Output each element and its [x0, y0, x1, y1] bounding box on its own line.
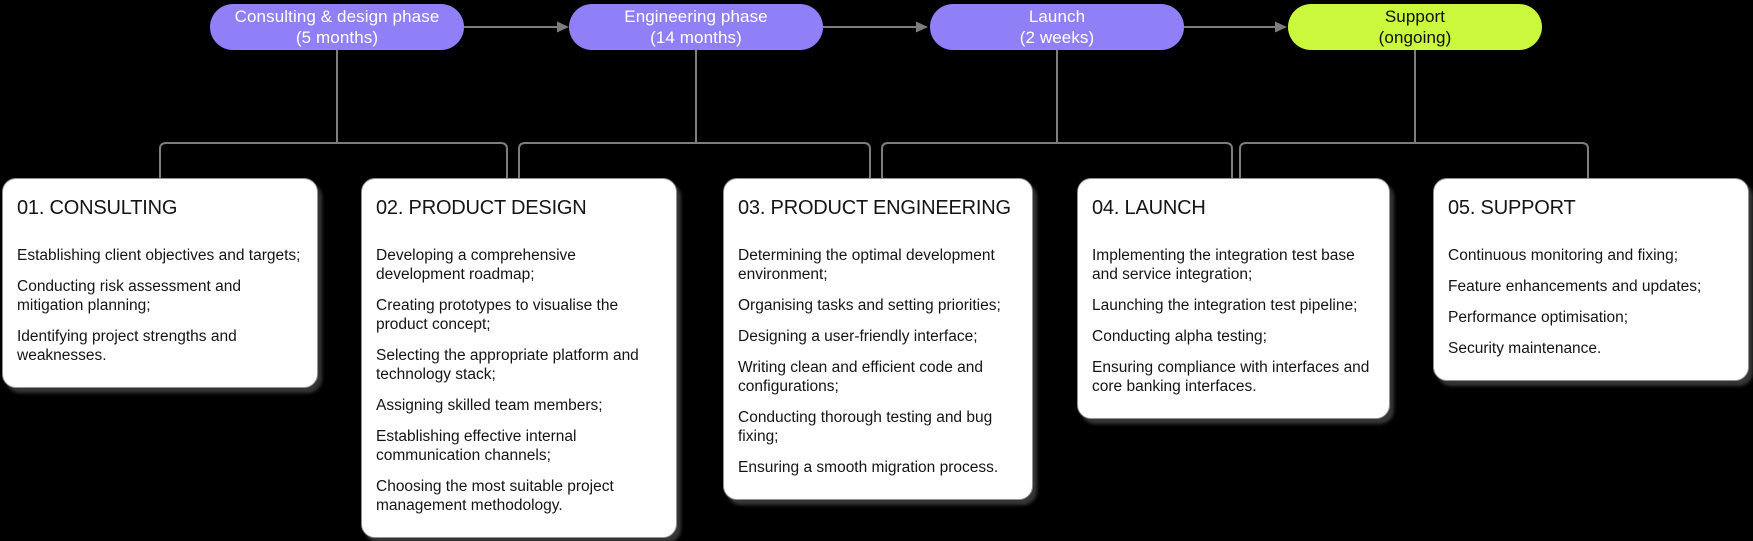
phase-label: Engineering phase (14 months) — [624, 7, 768, 47]
card-item: Assigning skilled team members; — [376, 397, 603, 414]
card-item: Conducting risk assessment and mitigatio… — [17, 278, 242, 314]
card-title: 02. PRODUCT DESIGN — [376, 197, 587, 219]
card-item: Establishing client objectives and targe… — [17, 247, 301, 264]
card-title: 04. LAUNCH — [1092, 197, 1206, 219]
card-item: Feature enhancements and updates; — [1448, 278, 1702, 295]
arrowhead-1 — [557, 21, 569, 33]
arrowhead-2 — [916, 21, 928, 33]
card-item: Continuous monitoring and fixing; — [1448, 247, 1679, 264]
card-item: Creating prototypes to visualise the pro… — [376, 297, 619, 333]
card-item: Identifying project strengths and weakne… — [17, 328, 237, 364]
card-item: Performance optimisation; — [1448, 309, 1629, 326]
card-consulting: 01. CONSULTING Establishing client objec… — [2, 178, 318, 388]
card-item: Ensuring compliance with interfaces and … — [1092, 359, 1370, 395]
card-item: Organising tasks and setting priorities; — [738, 297, 1001, 314]
phase-node-consulting-design: Consulting & design phase (5 months) — [210, 4, 464, 50]
card-item: Security maintenance. — [1448, 340, 1602, 357]
phase-label: Launch (2 weeks) — [1019, 7, 1095, 47]
card-item: Selecting the appropriate platform and t… — [376, 347, 639, 383]
card-product-design: 02. PRODUCT DESIGN Developing a comprehe… — [361, 178, 677, 538]
bracket-phase2 — [518, 142, 871, 179]
phase-label: Support (ongoing) — [1378, 7, 1452, 47]
card-title: 01. CONSULTING — [17, 197, 178, 219]
card-item: Conducting thorough testing and bug fixi… — [738, 409, 993, 445]
card-product-engineering: 03. PRODUCT ENGINEERING Determining the … — [723, 178, 1033, 500]
card-title: 05. SUPPORT — [1448, 197, 1576, 219]
card-item: Implementing the integration test base a… — [1092, 247, 1355, 283]
card-item: Ensuring a smooth migration process. — [738, 459, 999, 476]
card-item: Designing a user-friendly interface; — [738, 328, 978, 345]
phase-node-launch: Launch (2 weeks) — [930, 4, 1184, 50]
card-item: Writing clean and efficient code and con… — [738, 359, 984, 395]
card-item: Determining the optimal development envi… — [738, 247, 995, 283]
card-launch: 04. LAUNCH Implementing the integration … — [1077, 178, 1390, 419]
card-item: Establishing effective internal communic… — [376, 428, 577, 464]
bracket-phase1 — [159, 142, 508, 179]
card-support: 05. SUPPORT Continuous monitoring and fi… — [1433, 178, 1749, 381]
bracket-phase4 — [1239, 142, 1589, 179]
card-item: Launching the integration test pipeline; — [1092, 297, 1358, 314]
phase-node-engineering: Engineering phase (14 months) — [569, 4, 823, 50]
card-title: 03. PRODUCT ENGINEERING — [738, 197, 1011, 219]
bracket-phase3 — [881, 142, 1233, 179]
arrowhead-3 — [1275, 21, 1287, 33]
card-item: Conducting alpha testing; — [1092, 328, 1267, 345]
card-item: Developing a comprehensive development r… — [376, 247, 576, 283]
phase-node-support: Support (ongoing) — [1288, 4, 1542, 50]
card-item: Choosing the most suitable project manag… — [376, 478, 614, 514]
phase-label: Consulting & design phase (5 months) — [234, 7, 440, 47]
